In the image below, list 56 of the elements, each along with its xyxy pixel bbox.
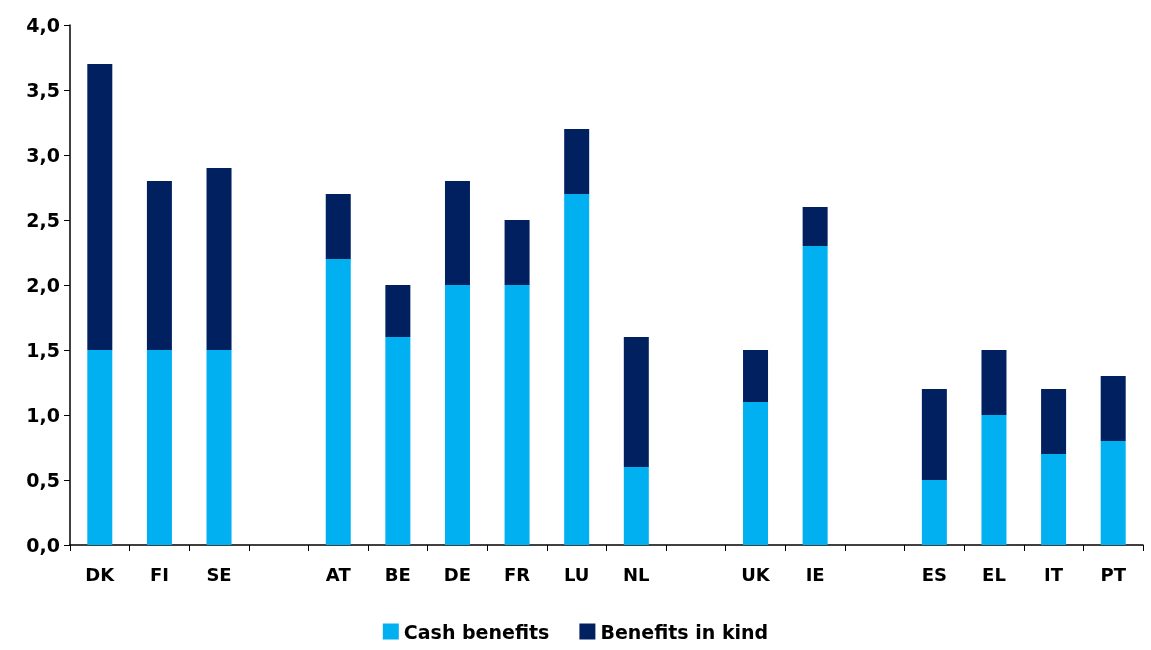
legend-label: Cash benefits	[403, 620, 550, 643]
y-tick-label: 1,0	[26, 404, 60, 426]
x-tick-label: PT	[1100, 563, 1127, 585]
bar	[385, 285, 411, 337]
bar	[802, 246, 828, 545]
bar	[87, 350, 113, 545]
x-tick-label: EL	[982, 563, 1006, 585]
y-tick-label: 0,5	[26, 469, 60, 491]
bar	[981, 415, 1007, 545]
x-tick-label: FR	[504, 563, 531, 585]
bar	[1100, 376, 1126, 441]
x-tick-label: DE	[443, 563, 472, 585]
x-tick-label: NL	[623, 563, 650, 585]
bar	[504, 220, 530, 285]
x-tick-label: AT	[325, 563, 352, 585]
bar	[564, 194, 590, 545]
y-tick-label: 0,0	[26, 534, 60, 556]
x-tick-label: SE	[206, 563, 232, 585]
bar	[325, 259, 351, 545]
x-tick-label: BE	[384, 563, 411, 585]
x-tick-label: IT	[1044, 563, 1064, 585]
bar	[623, 337, 649, 467]
bar	[743, 402, 769, 545]
legend-label: Benefits in kind	[600, 620, 769, 643]
x-tick-label: UK	[741, 563, 771, 585]
bar	[802, 207, 828, 246]
y-tick-label: 2,0	[26, 274, 60, 296]
x-tick-label: ES	[921, 563, 947, 585]
y-tick-label: 4,0	[26, 14, 60, 36]
bar	[325, 194, 351, 259]
bar	[444, 285, 470, 545]
bar	[921, 389, 947, 480]
bar	[146, 181, 172, 350]
bar	[564, 129, 590, 194]
bar	[743, 350, 769, 402]
bar	[623, 467, 649, 545]
y-tick-label: 3,0	[26, 144, 60, 166]
x-tick-label: FI	[149, 563, 169, 585]
bar	[206, 168, 232, 350]
bar	[1041, 454, 1067, 545]
bar	[1041, 389, 1067, 454]
bar	[921, 480, 947, 545]
x-tick-label: DK	[85, 563, 116, 585]
bar	[504, 285, 530, 545]
y-tick-label: 1,5	[26, 339, 60, 361]
bar	[981, 350, 1007, 415]
bar	[385, 337, 411, 545]
x-tick-label: LU	[563, 563, 590, 585]
x-tick-label: IE	[805, 563, 825, 585]
bar	[146, 350, 172, 545]
bar	[1100, 441, 1126, 545]
bar	[206, 350, 232, 545]
bar	[444, 181, 470, 285]
bar	[87, 64, 113, 350]
y-tick-label: 2,5	[26, 209, 60, 231]
y-tick-label: 3,5	[26, 79, 60, 101]
